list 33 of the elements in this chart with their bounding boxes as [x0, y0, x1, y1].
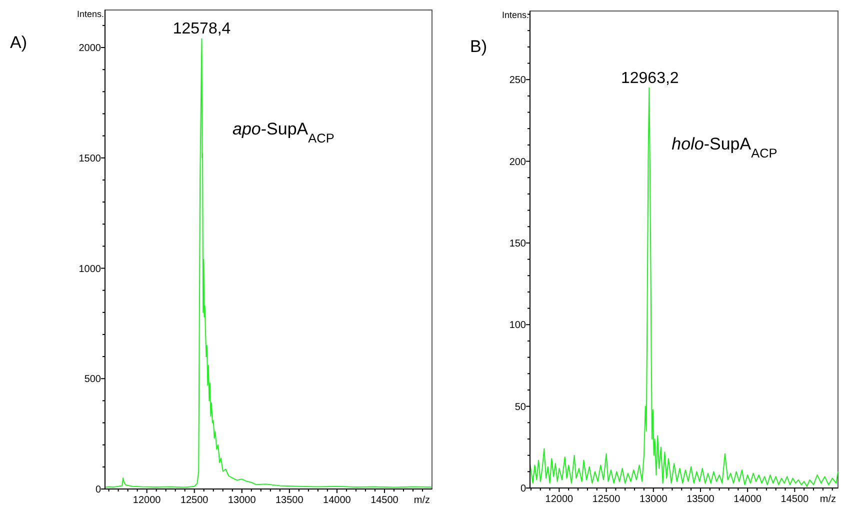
text: A): [10, 33, 27, 52]
y-axis-title: Intens.: [76, 9, 104, 19]
x-tick-label: 12500: [180, 495, 209, 506]
x-tick-label: 12000: [545, 494, 574, 505]
y-tick-label: 100: [509, 320, 526, 332]
x-tick-label: 12500: [592, 494, 621, 505]
y-tick-label: 2000: [78, 43, 102, 54]
y-tick-label: 0: [520, 484, 526, 494]
y-tick-label: 1000: [78, 264, 102, 275]
x-tick-label: 14000: [734, 494, 762, 505]
x-tick-label: 13500: [276, 495, 304, 506]
text: B): [470, 37, 487, 56]
annotation: holo-SupA$_{ACP}$: [672, 134, 778, 160]
y-tick-label: 1500: [78, 153, 102, 164]
y-tick-label: 200: [509, 156, 526, 168]
y-tick-label: 150: [509, 238, 526, 250]
x-axis-title: m/z: [414, 495, 430, 506]
x-tick-label: 13000: [639, 494, 668, 505]
x-tick-label: 14500: [780, 494, 810, 505]
y-tick-label: 250: [509, 75, 526, 86]
annotation: 12578,4: [172, 20, 231, 38]
y-axis-title: Intens.: [502, 10, 529, 20]
x-tick-label: 13500: [686, 494, 715, 505]
x-tick-label: 14000: [323, 495, 352, 506]
x-tick-label: 12000: [132, 495, 162, 506]
y-tick-label: 0: [95, 484, 102, 496]
annotation: 12963,2: [620, 70, 679, 87]
x-tick-label: 13000: [228, 495, 256, 506]
x-axis-title: m/z: [820, 494, 836, 505]
y-tick-label: 500: [84, 374, 102, 386]
annotation: apo-SupA$_{ACP}$: [232, 120, 334, 146]
x-tick-label: 14500: [370, 495, 399, 506]
y-tick-label: 50: [514, 402, 526, 413]
